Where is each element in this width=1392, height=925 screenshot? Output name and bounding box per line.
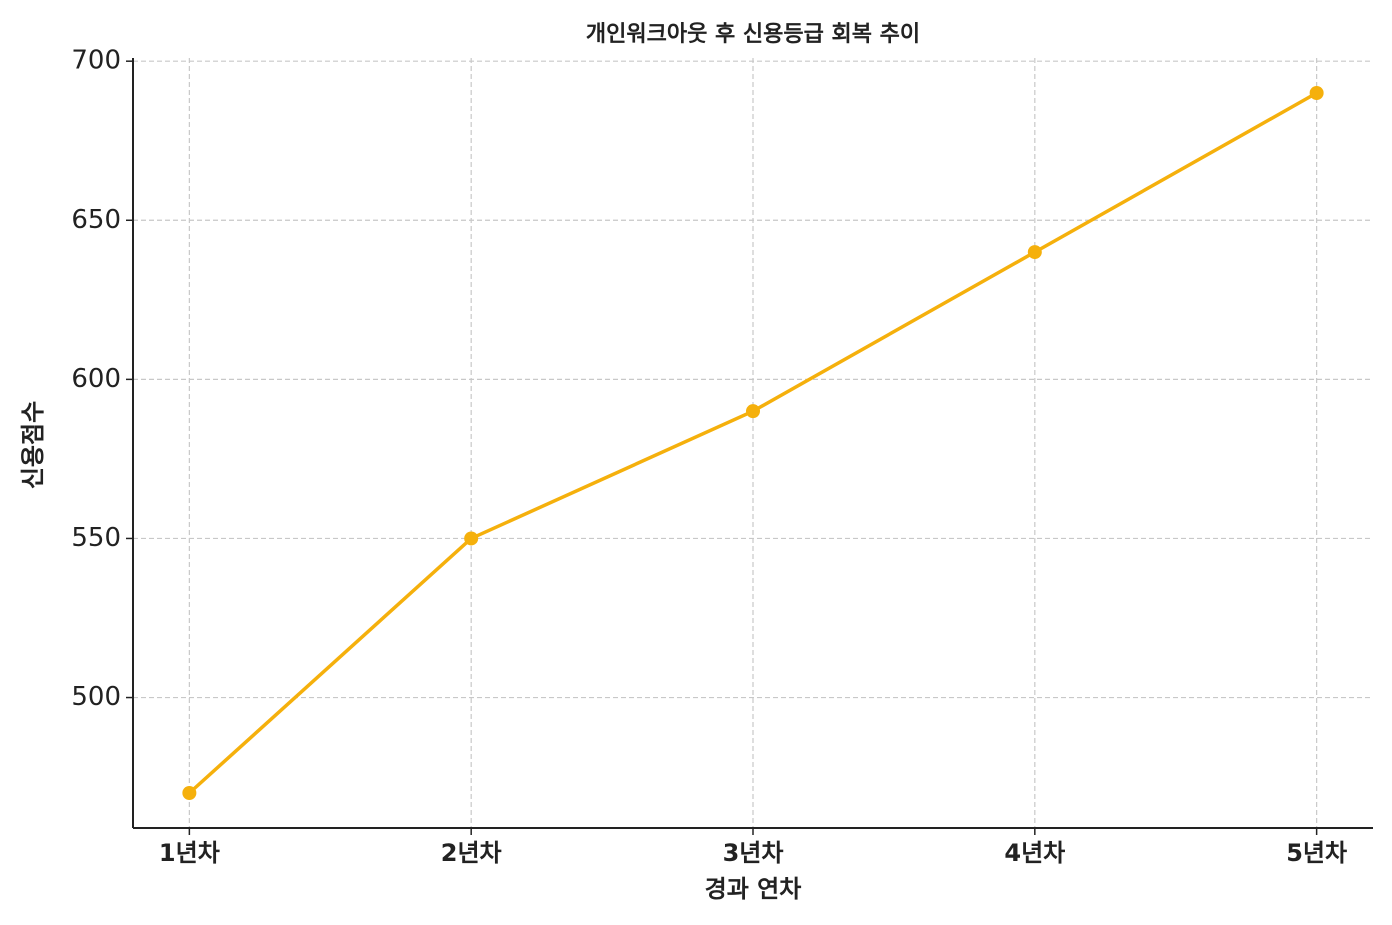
y-tick-label: 650 (71, 205, 121, 235)
y-tick-label: 700 (71, 46, 121, 76)
x-tick-label: 4년차 (1004, 839, 1065, 867)
y-tick-label: 500 (71, 682, 121, 712)
point (746, 404, 760, 419)
y-tick-label: 600 (71, 364, 121, 394)
point (464, 531, 479, 546)
point (182, 786, 197, 800)
x-tick-label: 1년차 (159, 839, 220, 867)
y-axis-label: 신용점수 (19, 401, 47, 489)
x-tick-label: 5년차 (1286, 839, 1347, 867)
y-tick-label: 550 (71, 523, 121, 553)
chart-title: 개인워크아웃 후 신용등급 회복 추이 (586, 22, 920, 47)
x-tick-label: 2년차 (441, 839, 502, 867)
point (1027, 245, 1042, 260)
x-axis-label: 경과 연차 (705, 875, 802, 903)
point (1309, 86, 1324, 100)
x-tick-label: 3년차 (723, 839, 784, 867)
